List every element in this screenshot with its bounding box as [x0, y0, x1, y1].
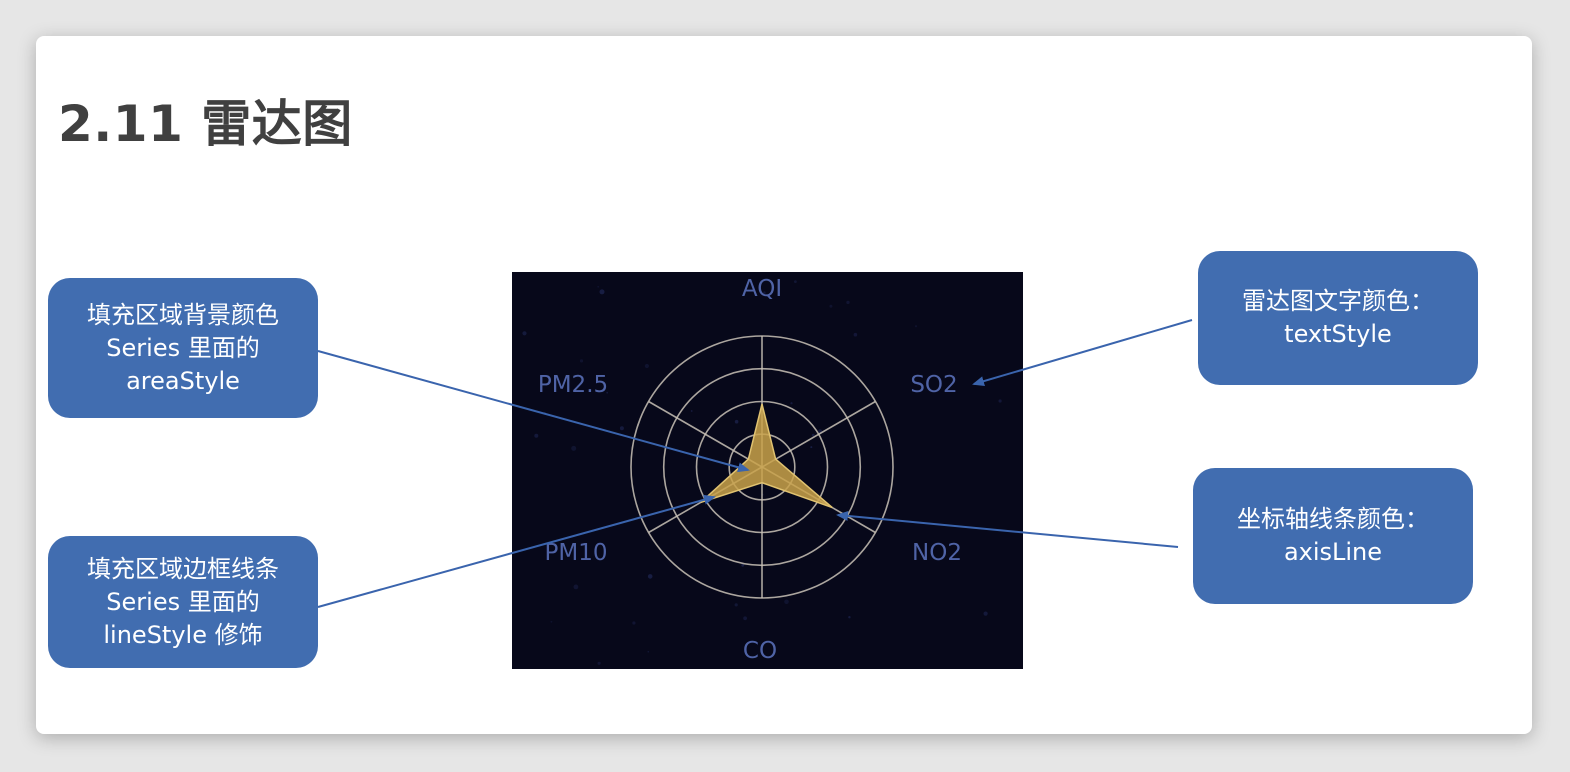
background-star [647, 574, 653, 579]
background-star [848, 616, 851, 619]
background-star [534, 433, 539, 438]
callout-axis-line-line-1: 坐标轴线条颜色： [1237, 505, 1429, 533]
callout-axis-line-line-2: axisLine [1283, 538, 1383, 566]
callout-line-style-line-3: lineStyle 修饰 [103, 620, 263, 649]
callout-axis-line: 坐标轴线条颜色： axisLine [1193, 468, 1473, 604]
background-star [734, 603, 738, 607]
background-star [597, 285, 600, 288]
background-star [790, 402, 793, 405]
background-star [599, 289, 605, 295]
background-star [579, 359, 584, 363]
radar-indicator-label: AQI [742, 276, 782, 302]
radar-axis-line [648, 400, 763, 468]
background-star [914, 325, 918, 328]
background-star [571, 445, 577, 451]
radar-indicator-label: PM10 [545, 540, 608, 566]
background-star [644, 363, 649, 369]
radar-indicator-label: PM2.5 [538, 372, 608, 398]
radar-series-polygon [700, 403, 833, 509]
background-star [983, 611, 988, 616]
radar-indicator-label: NO2 [912, 540, 962, 566]
background-star [998, 399, 1002, 403]
radar-axis-line [761, 400, 876, 468]
background-star [543, 412, 546, 415]
background-star [550, 620, 553, 623]
background-star [597, 661, 601, 665]
callout-area-style: 填充区域背景颜色 Series 里面的 areaStyle [48, 278, 318, 418]
background-star [810, 446, 813, 449]
background-star [619, 426, 624, 431]
background-star [853, 332, 858, 337]
radar-series-area [700, 403, 833, 509]
background-star [647, 650, 650, 653]
callout-area-style-line-2: Series 里面的 [106, 333, 260, 362]
callout-line-style: 填充区域边框线条 Series 里面的 lineStyle 修饰 [48, 536, 318, 668]
radar-chart: AQI SO2 NO2 CO PM10 PM2.5 [522, 276, 1002, 665]
callout-text-style-line-2: textStyle [1284, 320, 1392, 348]
callout-line-style-line-1: 填充区域边框线条 [87, 554, 279, 583]
radar-indicator-label: SO2 [910, 372, 957, 398]
background-star [811, 433, 815, 437]
background-star [522, 331, 527, 336]
background-star [763, 291, 766, 294]
background-star [690, 410, 693, 412]
callout-text-style: 雷达图文字颜色： textStyle [1198, 251, 1478, 385]
background-star [743, 616, 747, 621]
slide-title: 2.11 雷达图 [58, 95, 353, 153]
background-star [741, 563, 745, 567]
callout-line-style-line-2: Series 里面的 [106, 587, 260, 616]
background-star [794, 280, 797, 283]
callout-area-style-line-1: 填充区域背景颜色 [87, 300, 279, 329]
background-star [734, 419, 739, 424]
callout-text-style-line-1: 雷达图文字颜色： [1242, 287, 1434, 315]
background-star [846, 300, 850, 305]
radar-indicator-label: CO [743, 638, 777, 664]
background-star [784, 599, 789, 605]
radar-chart-panel: AQI SO2 NO2 CO PM10 PM2.5 [512, 272, 1023, 669]
background-star [573, 584, 579, 590]
background-star [829, 304, 833, 308]
callout-area-style-line-3: areaStyle [126, 366, 240, 395]
background-star [632, 621, 636, 625]
